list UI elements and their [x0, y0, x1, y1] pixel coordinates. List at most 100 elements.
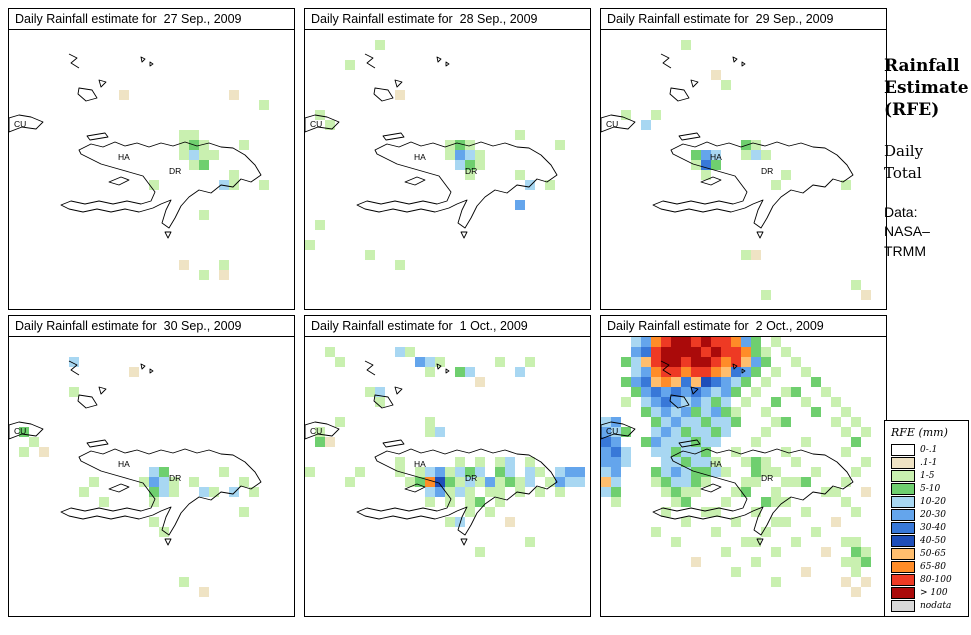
- rainfall-cell: [701, 347, 711, 357]
- rainfall-cell: [405, 477, 415, 487]
- rainfall-cell: [761, 290, 771, 300]
- rainfall-cell: [671, 367, 681, 377]
- rainfall-cell: [189, 477, 199, 487]
- rainfall-cell: [671, 487, 681, 497]
- coast-gonave: [108, 483, 130, 493]
- map-frame-6: CU HA DR: [600, 336, 887, 617]
- rainfall-cell: [771, 337, 781, 347]
- rainfall-cell: [611, 417, 621, 427]
- country-label-ha: HA: [414, 459, 426, 469]
- legend-label: 65-80: [920, 561, 946, 572]
- rainfall-cell: [791, 537, 801, 547]
- rainfall-cell: [711, 367, 721, 377]
- rainfall-cell: [701, 437, 711, 447]
- rainfall-cell: [831, 487, 841, 497]
- rainfall-cell: [39, 447, 49, 457]
- rainfall-cell: [771, 467, 781, 477]
- legend-swatch: [891, 456, 915, 469]
- rainfall-cell: [661, 507, 671, 517]
- rainfall-cell: [239, 140, 249, 150]
- rainfall-cell: [701, 477, 711, 487]
- rainfall-cell: [731, 387, 741, 397]
- rainfall-cell: [711, 417, 721, 427]
- rainfall-cell: [475, 377, 485, 387]
- rainfall-cell: [555, 467, 565, 477]
- coast-turks: [436, 363, 450, 374]
- rainfall-cell: [831, 397, 841, 407]
- coast-beata: [756, 231, 764, 239]
- legend: RFE (mm) 0-.1 .1-1 1-5 5-10 10-20 20-30 30-40 4…: [884, 420, 969, 617]
- rainfall-cell: [701, 427, 711, 437]
- rainfall-cell: [751, 337, 761, 347]
- rainfall-cell: [525, 467, 535, 477]
- rainfall-cell: [781, 517, 791, 527]
- rainfall-cell: [149, 467, 159, 477]
- rainfall-cell: [811, 407, 821, 417]
- rainfall-cell: [505, 477, 515, 487]
- rainfall-cell: [515, 200, 525, 210]
- rainfall-cell: [771, 517, 781, 527]
- rainfall-cell: [711, 457, 721, 467]
- coast-acklins: [364, 360, 376, 376]
- rainfall-cell: [841, 427, 851, 437]
- legend-label: 5-10: [920, 483, 941, 494]
- rainfall-cell: [641, 407, 651, 417]
- rainfall-cell: [631, 337, 641, 347]
- country-label-ha: HA: [118, 152, 130, 162]
- rainfall-cell: [771, 180, 781, 190]
- rainfall-cell: [651, 417, 661, 427]
- rainfall-cell: [505, 517, 515, 527]
- rainfall-cell: [631, 347, 641, 357]
- rainfall-cell: [861, 487, 871, 497]
- rainfall-cell: [691, 357, 701, 367]
- rainfall-cell: [751, 477, 761, 487]
- country-label-cu: CU: [606, 426, 618, 436]
- rainfall-cell: [199, 487, 209, 497]
- legend-rows: 0-.1 .1-1 1-5 5-10 10-20 20-30 30-40 40-50 50-65…: [891, 443, 965, 612]
- rainfall-cell: [495, 457, 505, 467]
- legend-row: 20-30: [891, 508, 965, 521]
- rainfall-cell: [771, 417, 781, 427]
- product-title: Rainfall Estimate (RFE): [884, 55, 970, 121]
- rainfall-cell: [781, 417, 791, 427]
- rainfall-cell: [841, 407, 851, 417]
- legend-swatch: [891, 547, 915, 560]
- map-panel-5: Daily Rainfall estimate for 1 Oct., 2009…: [304, 315, 591, 617]
- rainfall-cell: [435, 487, 445, 497]
- coast-great-inagua: [77, 87, 98, 102]
- rainfall-cell: [395, 347, 405, 357]
- rainfall-cell: [711, 527, 721, 537]
- rainfall-cell: [851, 557, 861, 567]
- coast-gonave: [700, 176, 722, 186]
- coast-acklins: [660, 360, 672, 376]
- rainfall-cell: [711, 427, 721, 437]
- rainfall-cell: [219, 260, 229, 270]
- coast-tortuga: [382, 439, 405, 448]
- rainfall-cell: [751, 150, 761, 160]
- coast-tortuga: [678, 132, 701, 141]
- rainfall-cell: [661, 357, 671, 367]
- rainfall-cell: [455, 467, 465, 477]
- rainfall-cell: [621, 377, 631, 387]
- rainfall-cell: [641, 357, 651, 367]
- rainfall-cell: [445, 517, 455, 527]
- rainfall-cell: [611, 437, 621, 447]
- panel-title-1: Daily Rainfall estimate for 27 Sep., 200…: [8, 8, 295, 30]
- country-label-ha: HA: [710, 459, 722, 469]
- rainfall-cell: [741, 250, 751, 260]
- legend-row: 0-.1: [891, 443, 965, 456]
- rainfall-cell: [701, 377, 711, 387]
- rainfall-cell: [671, 357, 681, 367]
- rainfall-cell: [681, 387, 691, 397]
- rainfall-cell: [641, 120, 651, 130]
- rainfall-cell: [801, 397, 811, 407]
- rainfall-cell: [841, 537, 851, 547]
- legend-swatch: [891, 469, 915, 482]
- rainfall-cell: [671, 417, 681, 427]
- rainfall-cell: [149, 517, 159, 527]
- rainfall-cell: [425, 357, 435, 367]
- rainfall-cell: [395, 457, 405, 467]
- coast-beata: [460, 538, 468, 546]
- coast-great-inagua: [669, 87, 690, 102]
- rainfall-cell: [751, 467, 761, 477]
